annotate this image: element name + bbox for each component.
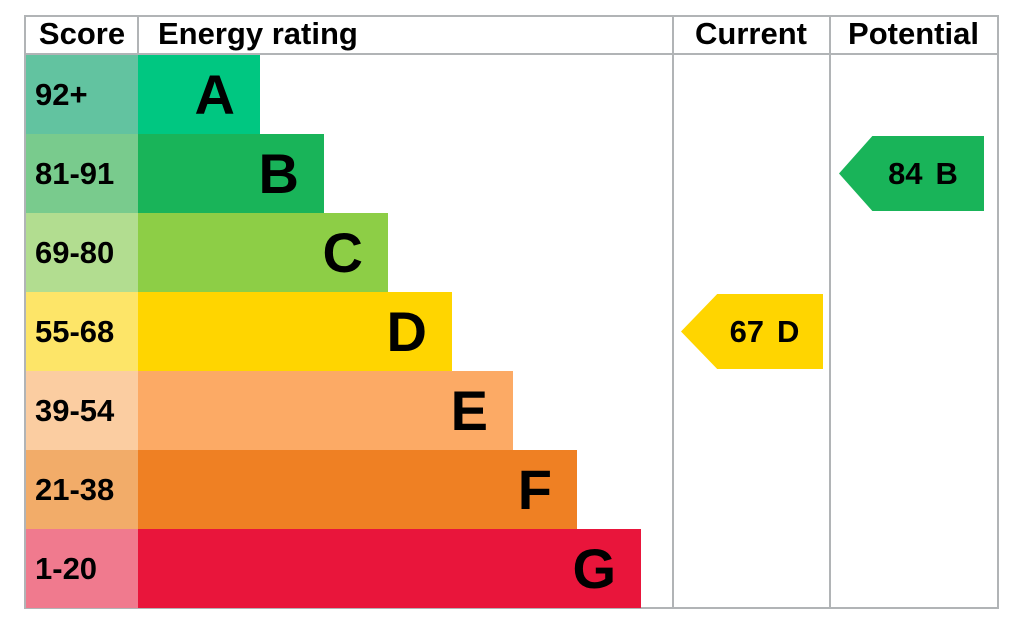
rating-letter: D: [386, 299, 427, 363]
potential-marker: 84 B: [839, 136, 984, 211]
column-header-current: Current: [695, 16, 807, 51]
table-left-border: [24, 15, 26, 609]
band-row-e: 39-54 E: [26, 371, 997, 450]
table-bottom-border: [24, 607, 999, 609]
score-cell: 21-38: [26, 450, 138, 529]
band-row-c: 69-80 C: [26, 213, 997, 292]
rating-letter: F: [517, 457, 552, 521]
table-top-border: [24, 15, 999, 17]
score-cell: 81-91: [26, 134, 138, 213]
band-row-g: 1-20 G: [26, 529, 997, 608]
rating-bar: C: [138, 213, 388, 292]
score-cell: 69-80: [26, 213, 138, 292]
current-band-letter: D: [777, 313, 800, 349]
rating-letter: C: [322, 220, 363, 284]
rating-letter: G: [572, 536, 616, 600]
rating-bar: A: [138, 55, 260, 134]
potential-column-divider: [829, 15, 831, 609]
column-header-potential: Potential: [848, 16, 979, 51]
score-cell: 55-68: [26, 292, 138, 371]
score-column-divider: [137, 15, 139, 55]
table-right-border: [997, 15, 999, 609]
band-row-d: 55-68 D: [26, 292, 997, 371]
score-cell: 39-54: [26, 371, 138, 450]
band-row-b: 81-91 B: [26, 134, 997, 213]
rating-letter: B: [258, 141, 299, 205]
header-divider-line: [24, 53, 999, 55]
rating-bar: F: [138, 450, 577, 529]
current-column-divider: [672, 15, 674, 609]
score-cell: 92+: [26, 55, 138, 134]
rating-bar: E: [138, 371, 513, 450]
band-row-a: 92+ A: [26, 55, 997, 134]
column-header-energy-rating: Energy rating: [158, 16, 358, 51]
rating-letter: A: [194, 62, 235, 126]
rating-letter: E: [450, 378, 488, 442]
column-header-score: Score: [38, 16, 126, 51]
rating-bar: G: [138, 529, 641, 608]
current-value: 67: [729, 313, 765, 349]
rating-bar: B: [138, 134, 324, 213]
band-row-f: 21-38 F: [26, 450, 997, 529]
potential-band-letter: B: [935, 155, 958, 191]
band-rows: 92+ A 81-91 B 69-80 C 55-68 D 39-54 E 21…: [26, 55, 997, 608]
score-cell: 1-20: [26, 529, 138, 608]
rating-bar: D: [138, 292, 452, 371]
potential-value: 84: [888, 155, 923, 191]
